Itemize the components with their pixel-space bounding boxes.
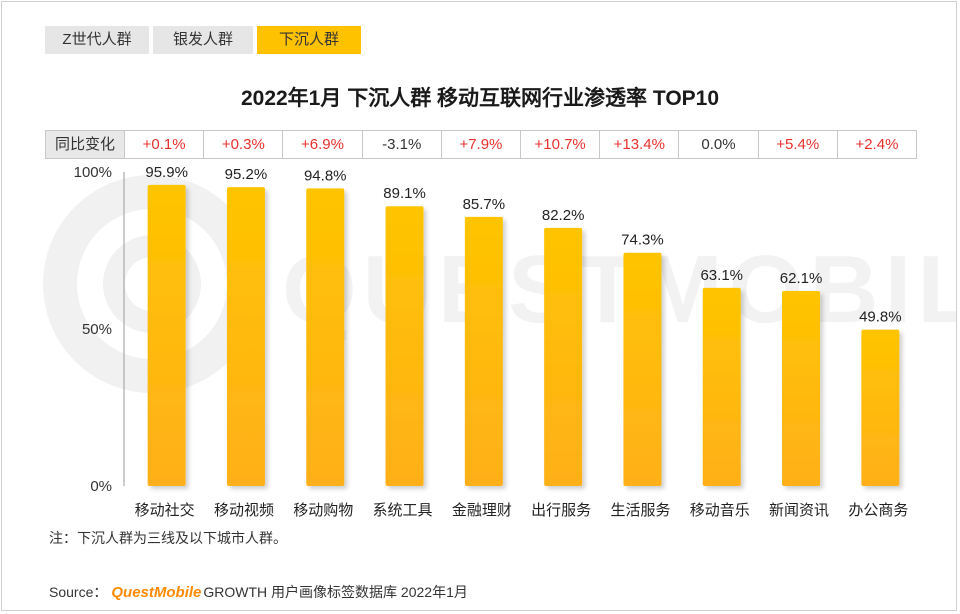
- segment-tabs: Z世代人群 银发人群 下沉人群: [45, 26, 361, 54]
- footnote: 注：下沉人群为三线及以下城市人群。: [49, 530, 287, 546]
- bar: [147, 184, 186, 486]
- bar: [544, 227, 583, 486]
- source-line: Source： QuestMobile GROWTH 用户画像标签数据库 202…: [49, 582, 468, 602]
- y-tick-label: 100%: [74, 164, 112, 181]
- yoy-cell: +2.4%: [855, 136, 899, 153]
- bar-value-label: 95.9%: [145, 164, 188, 181]
- x-tick-label: 移动音乐: [690, 502, 750, 519]
- yoy-label: 同比变化: [46, 131, 125, 158]
- y-tick-label: 50%: [82, 321, 112, 338]
- y-tick-label: 0%: [90, 478, 112, 495]
- bar-value-label: 89.1%: [383, 185, 426, 202]
- x-tick-label: 移动视频: [214, 502, 274, 519]
- yoy-row: 同比变化 +0.1% +0.3% +6.9% -3.1% +7.9% +10.7…: [45, 130, 917, 159]
- yoy-cell: +7.9%: [442, 131, 522, 158]
- yoy-cell: +10.7%: [521, 131, 601, 158]
- tab-lower-tier[interactable]: 下沉人群: [257, 26, 361, 54]
- yoy-cell: +5.4%: [759, 131, 838, 158]
- watermark-text: QUESTMOBILE: [282, 236, 957, 343]
- bar-value-label: 74.3%: [621, 232, 664, 249]
- source-text: GROWTH 用户画像标签数据库 2022年1月: [203, 584, 468, 600]
- yoy-cell: -3.1%: [363, 131, 442, 158]
- yoy-cell: 0.0%: [679, 131, 759, 158]
- bar-value-label: 62.1%: [780, 270, 823, 287]
- source-prefix: Source：: [49, 584, 108, 600]
- x-tick-label: 移动购物: [293, 502, 353, 519]
- yoy-cell: +0.1%: [125, 131, 205, 158]
- bar: [226, 187, 265, 486]
- x-tick-label: 出行服务: [531, 502, 591, 519]
- x-tick-label: 办公商务: [848, 502, 908, 519]
- bar-value-label: 63.1%: [700, 267, 743, 284]
- bar-value-label: 82.2%: [542, 207, 585, 224]
- watermark-logo: QUESTMOBILE: [43, 175, 957, 393]
- bar: [861, 329, 900, 486]
- bar-value-label: 94.8%: [304, 167, 347, 184]
- x-tick-label: 系统工具: [373, 502, 433, 519]
- x-tick-label: 移动社交: [135, 501, 195, 519]
- yoy-cell: +6.9%: [283, 131, 363, 158]
- brand-name: QuestMobile: [111, 584, 202, 601]
- x-tick-label: 新闻资讯: [769, 502, 829, 519]
- bar-value-label: 49.8%: [859, 309, 902, 326]
- bar: [464, 216, 503, 487]
- tab-silver[interactable]: 银发人群: [153, 26, 253, 54]
- bar-value-label: 95.2%: [225, 166, 268, 183]
- yoy-cell: +0.3%: [204, 131, 284, 158]
- x-tick-label: 生活服务: [610, 502, 670, 519]
- bar: [782, 291, 821, 486]
- chart-title: 2022年1月 下沉人群 移动互联网行业渗透率 TOP10: [240, 87, 720, 110]
- yoy-cell: +13.4%: [600, 131, 680, 158]
- bar: [623, 252, 662, 486]
- tab-gen-z[interactable]: Z世代人群: [45, 26, 149, 54]
- bar: [702, 287, 741, 486]
- bar: [306, 188, 345, 486]
- bar-value-label: 85.7%: [463, 196, 506, 213]
- bar: [385, 206, 424, 486]
- x-tick-label: 金融理财: [452, 502, 512, 519]
